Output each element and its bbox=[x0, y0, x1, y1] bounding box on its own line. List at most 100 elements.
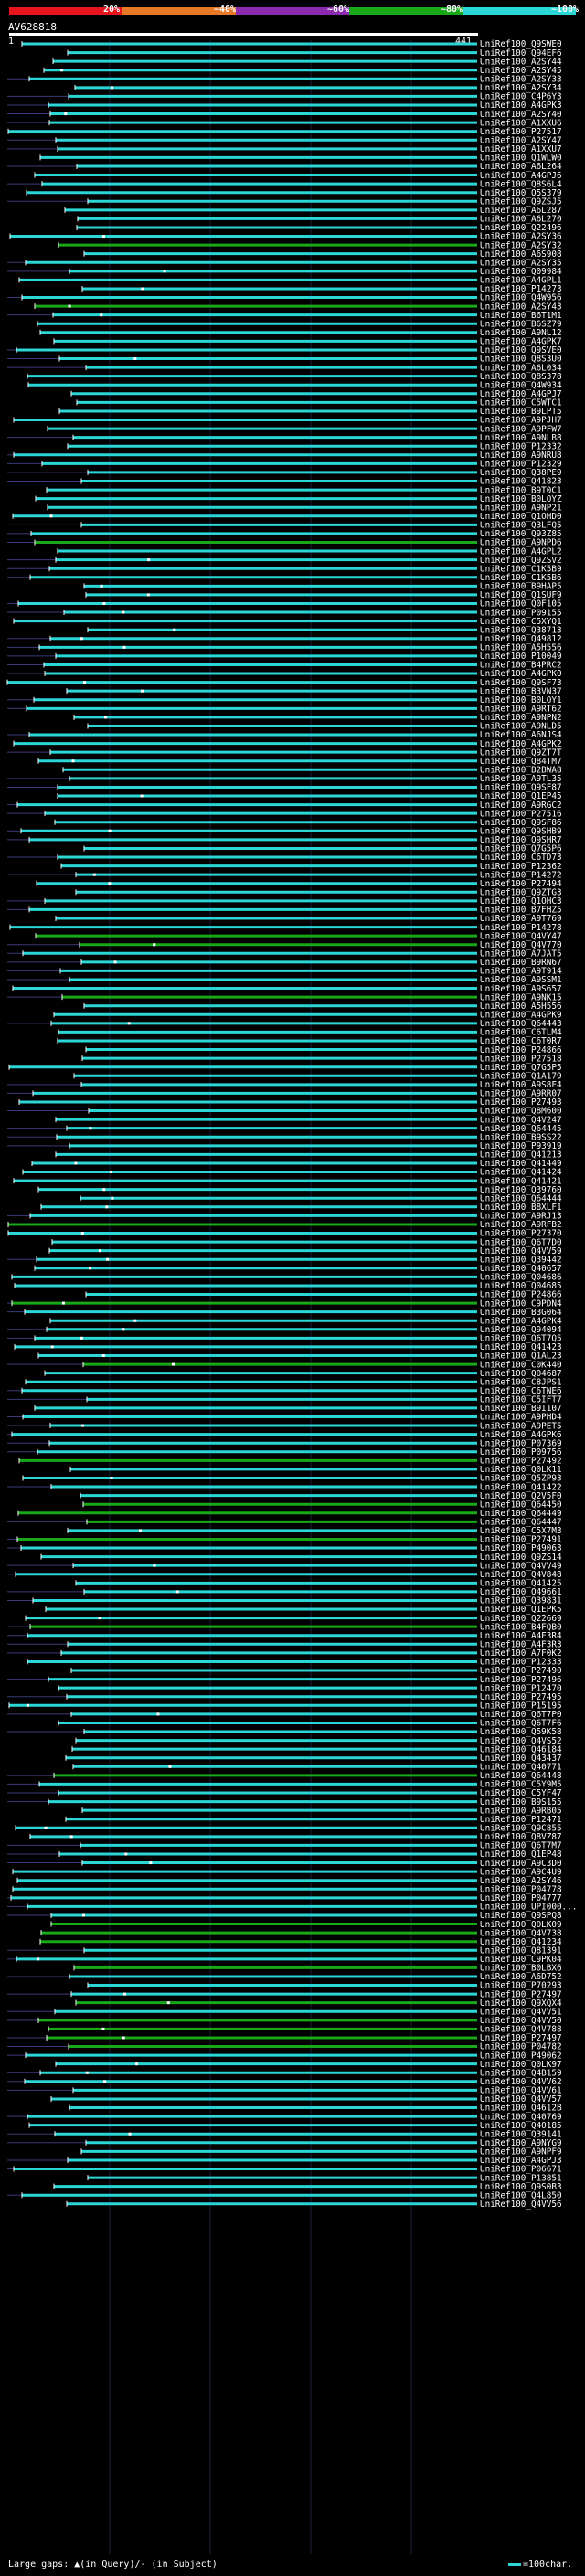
hit-label[interactable]: UniRef100_A9S657 bbox=[480, 984, 562, 994]
hit-label[interactable]: UniRef100_Q6T7M7 bbox=[480, 1841, 562, 1851]
hit-label[interactable]: UniRef100_Q3LFQ5 bbox=[480, 521, 562, 531]
hit-label[interactable]: UniRef100_Q39442 bbox=[480, 1255, 562, 1265]
hit-label[interactable]: UniRef100_Q4W934 bbox=[480, 380, 562, 390]
hit-label[interactable]: UniRef100_Q64445 bbox=[480, 1124, 562, 1134]
hit-label[interactable]: UniRef100_Q1WLW0 bbox=[480, 154, 562, 164]
hit-label[interactable]: UniRef100_A6S908 bbox=[480, 249, 562, 260]
hit-label[interactable]: UniRef100_A2SY34 bbox=[480, 83, 562, 93]
hit-label[interactable]: UniRef100_Q38PE9 bbox=[480, 468, 562, 478]
hit-label[interactable]: UniRef100_Q4L850 bbox=[480, 2190, 562, 2200]
hit-label[interactable]: UniRef100_Q64443 bbox=[480, 1019, 562, 1029]
hit-label[interactable]: UniRef100_Q1SUF9 bbox=[480, 590, 562, 600]
hit-label[interactable]: UniRef100_A9NYG9 bbox=[480, 2138, 562, 2148]
hit-label[interactable]: UniRef100_A4GPK9 bbox=[480, 1010, 562, 1020]
hit-label[interactable]: UniRef100_Q4V788 bbox=[480, 2025, 562, 2035]
hit-label[interactable]: UniRef100_P27516 bbox=[480, 809, 562, 819]
hit-label[interactable]: UniRef100_P13851 bbox=[480, 2173, 562, 2183]
hit-label[interactable]: UniRef100_P49062 bbox=[480, 2051, 562, 2061]
hit-label[interactable]: UniRef100_B3VN37 bbox=[480, 686, 562, 696]
hit-label[interactable]: UniRef100_Q41424 bbox=[480, 1168, 562, 1178]
hit-label[interactable]: UniRef100_Q6T7F6 bbox=[480, 1719, 562, 1729]
hit-label[interactable]: UniRef100_A4GPJ6 bbox=[480, 171, 562, 181]
hit-label[interactable]: UniRef100_Q4VV49 bbox=[480, 1561, 562, 1571]
hit-label[interactable]: UniRef100_P93919 bbox=[480, 1141, 562, 1151]
hit-label[interactable]: UniRef100_B0LBX6 bbox=[480, 1964, 562, 1974]
hit-label[interactable]: UniRef100_Q4VY47 bbox=[480, 931, 562, 941]
hit-label[interactable]: UniRef100_Q9ZS14 bbox=[480, 1553, 562, 1563]
hit-label[interactable]: UniRef100_C6TLM4 bbox=[480, 1028, 562, 1038]
hit-label[interactable]: UniRef100_B7FHZ5 bbox=[480, 906, 562, 916]
hit-label[interactable]: UniRef100_P14272 bbox=[480, 870, 562, 880]
hit-label[interactable]: UniRef100_A4GPK0 bbox=[480, 669, 562, 679]
hit-label[interactable]: UniRef100_P27490 bbox=[480, 1666, 562, 1676]
hit-label[interactable]: UniRef100_A9T914 bbox=[480, 967, 562, 977]
hit-label[interactable]: UniRef100_A2SY36 bbox=[480, 232, 562, 242]
hit-label[interactable]: UniRef100_A2SY47 bbox=[480, 135, 562, 145]
hit-label[interactable]: UniRef100_P27497 bbox=[480, 2033, 562, 2043]
hit-label[interactable]: UniRef100_Q1OHD0 bbox=[480, 512, 562, 522]
hit-label[interactable]: UniRef100_Q4V247 bbox=[480, 1115, 562, 1125]
hit-label[interactable]: UniRef100_A5H556 bbox=[480, 643, 562, 653]
hit-label[interactable]: UniRef100_B9RN67 bbox=[480, 958, 562, 968]
hit-label[interactable]: UniRef100_A7JAT5 bbox=[480, 949, 562, 959]
hit-label[interactable]: UniRef100_P06671 bbox=[480, 2165, 562, 2175]
hit-label[interactable]: UniRef100_Q4612B bbox=[480, 2104, 562, 2114]
hit-label[interactable]: UniRef100_A9PFW7 bbox=[480, 424, 562, 434]
hit-label[interactable]: UniRef100_Q41425 bbox=[480, 1579, 562, 1589]
hit-label[interactable]: UniRef100_A4GPK2 bbox=[480, 739, 562, 749]
hit-label[interactable]: UniRef100_Q0F105 bbox=[480, 599, 562, 610]
hit-label[interactable]: UniRef100_P12329 bbox=[480, 460, 562, 470]
hit-label[interactable]: UniRef100_A2SY32 bbox=[480, 240, 562, 250]
hit-label[interactable]: UniRef100_A9RJ13 bbox=[480, 1212, 562, 1222]
hit-label[interactable]: UniRef100_P12470 bbox=[480, 1683, 562, 1693]
hit-label[interactable]: UniRef100_P12333 bbox=[480, 1658, 562, 1668]
hit-label[interactable]: UniRef100_A2SY45 bbox=[480, 66, 562, 76]
hit-label[interactable]: UniRef100_A9TL35 bbox=[480, 774, 562, 784]
hit-label[interactable]: UniRef100_P12332 bbox=[480, 441, 562, 451]
hit-label[interactable]: UniRef100_B0LOYZ bbox=[480, 494, 562, 504]
hit-label[interactable]: UniRef100_B4PRC2 bbox=[480, 661, 562, 671]
hit-label[interactable]: UniRef100_A9S8F4 bbox=[480, 1080, 562, 1090]
hit-label[interactable]: UniRef100_Q81391 bbox=[480, 1945, 562, 1956]
hit-label[interactable]: UniRef100_A9RB05 bbox=[480, 1806, 562, 1816]
hit-label[interactable]: UniRef100_A4GPL1 bbox=[480, 276, 562, 286]
hit-label[interactable]: UniRef100_Q41823 bbox=[480, 477, 562, 487]
hit-label[interactable]: UniRef100_A4GPJ7 bbox=[480, 389, 562, 399]
hit-label[interactable]: UniRef100_A9C4U9 bbox=[480, 1867, 562, 1877]
hit-label[interactable]: UniRef100_Q39831 bbox=[480, 1596, 562, 1606]
hit-label[interactable]: UniRef100_Q4V848 bbox=[480, 1570, 562, 1580]
hit-label[interactable]: UniRef100_A4GPK6 bbox=[480, 1430, 562, 1440]
hit-label[interactable]: UniRef100_A9NP21 bbox=[480, 503, 562, 513]
hit-label[interactable]: UniRef100_P04778 bbox=[480, 1884, 562, 1894]
hit-label[interactable]: UniRef100_Q9ZSV2 bbox=[480, 556, 562, 566]
hit-label[interactable]: UniRef100_Q2V5F0 bbox=[480, 1491, 562, 1501]
hit-label[interactable]: UniRef100_P09756 bbox=[480, 1447, 562, 1458]
hit-label[interactable]: UniRef100_P70293 bbox=[480, 1981, 562, 1991]
hit-label[interactable]: UniRef100_A6L034 bbox=[480, 363, 562, 373]
hit-label[interactable]: UniRef100_B9LPT5 bbox=[480, 407, 562, 417]
hit-label[interactable]: UniRef100_B9T0C1 bbox=[480, 485, 562, 495]
hit-label[interactable]: UniRef100_Q93Z85 bbox=[480, 529, 562, 539]
hit-label[interactable]: UniRef100_Q0LK09 bbox=[480, 1920, 562, 1930]
hit-label[interactable]: UniRef100_Q7G5P5 bbox=[480, 1063, 562, 1073]
hit-label[interactable]: UniRef100_Q40769 bbox=[480, 2112, 562, 2122]
hit-label[interactable]: UniRef100_Q8VZ87 bbox=[480, 1832, 562, 1842]
hit-label[interactable]: UniRef100_Q4VV59 bbox=[480, 1246, 562, 1256]
hit-label[interactable]: UniRef100_P04782 bbox=[480, 2042, 562, 2052]
hit-label[interactable]: UniRef100_Q94094 bbox=[480, 1325, 562, 1335]
hit-label[interactable]: UniRef100_Q41423 bbox=[480, 1342, 562, 1352]
hit-label[interactable]: UniRef100_Q7G5P6 bbox=[480, 844, 562, 854]
hit-label[interactable]: UniRef100_Q8M600 bbox=[480, 1107, 562, 1117]
hit-label[interactable]: UniRef100_A2SY46 bbox=[480, 1876, 562, 1886]
hit-label[interactable]: UniRef100_Q9ZTG3 bbox=[480, 887, 562, 897]
hit-label[interactable]: UniRef100_Q4VV62 bbox=[480, 2077, 562, 2087]
hit-label[interactable]: UniRef100_A9PET5 bbox=[480, 1421, 562, 1431]
hit-label[interactable]: UniRef100_P07369 bbox=[480, 1438, 562, 1448]
hit-label[interactable]: UniRef100_P27492 bbox=[480, 1457, 562, 1467]
hit-label[interactable]: UniRef100_Q0LK97 bbox=[480, 2060, 562, 2070]
hit-label[interactable]: UniRef100_Q09984 bbox=[480, 267, 562, 277]
hit-label[interactable]: UniRef100_Q9XQX4 bbox=[480, 1998, 562, 2009]
hit-label[interactable]: UniRef100_A6L264 bbox=[480, 162, 562, 172]
hit-label[interactable]: UniRef100_A2SY43 bbox=[480, 302, 562, 312]
hit-label[interactable]: UniRef100_Q04685 bbox=[480, 1281, 562, 1291]
